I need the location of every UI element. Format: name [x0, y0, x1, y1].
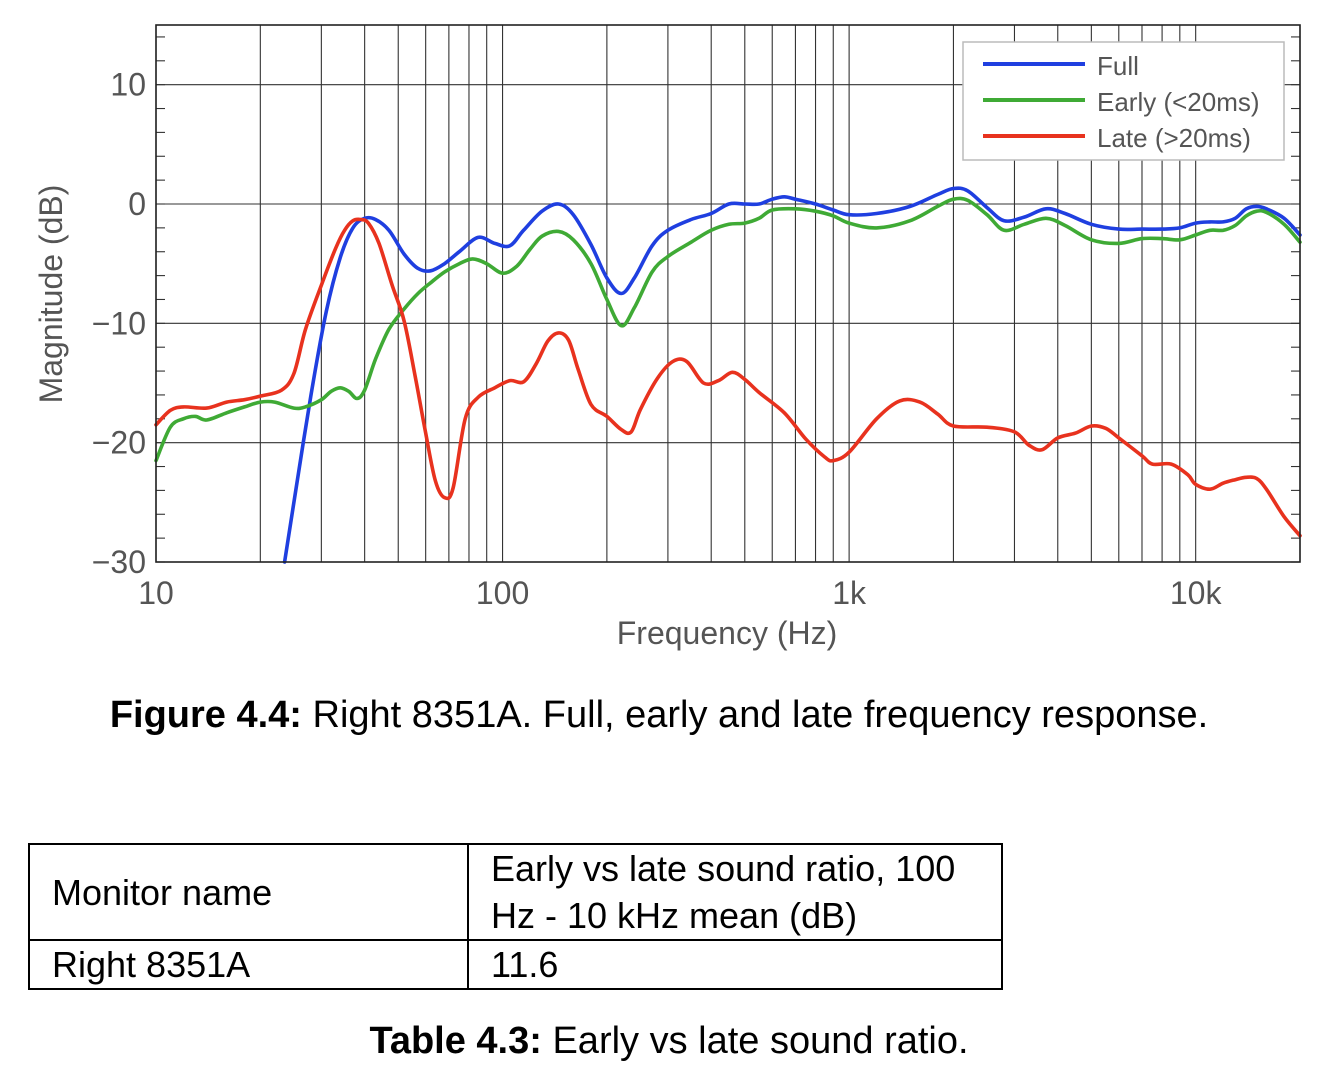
legend: Full Early (<20ms) Late (>20ms): [962, 41, 1285, 161]
series-lines: [154, 186, 1302, 564]
figure-caption-label: Figure 4.4:: [109, 694, 302, 736]
x-tick-label: 10k: [1170, 575, 1223, 611]
table-cell: Right 8351A: [28, 939, 469, 990]
series-line-late: [154, 217, 1302, 538]
y-tick-label: −10: [92, 305, 146, 341]
y-tick-label: 0: [128, 186, 146, 222]
table-header-cell: Early vs late sound ratio, 100 Hz - 10 k…: [467, 843, 1003, 941]
legend-label-full: Full: [1097, 51, 1139, 81]
table-cell: 11.6: [467, 939, 1003, 990]
grid-lines: [155, 25, 1301, 563]
y-tick-label: 10: [110, 67, 146, 103]
table-caption: Table 4.3: Early vs late sound ratio.: [0, 1020, 1318, 1063]
table-header-row: Monitor name Early vs late sound ratio, …: [28, 843, 1003, 941]
ratio-table: Monitor name Early vs late sound ratio, …: [28, 843, 1003, 990]
table-row: Right 8351A 11.6: [28, 939, 1003, 990]
x-tick-label: 100: [476, 575, 529, 611]
y-tick-label: −30: [92, 544, 146, 580]
figure-caption-text: Right 8351A. Full, early and late freque…: [301, 694, 1209, 736]
plot-frame: [155, 24, 1301, 563]
y-tick-label: −20: [92, 425, 146, 461]
figure-caption: Figure 4.4: Right 8351A. Full, early and…: [0, 694, 1318, 737]
series-line-early: [154, 196, 1302, 463]
table-header-cell: Monitor name: [28, 843, 469, 941]
y-axis-label: Magnitude (dB): [33, 185, 69, 404]
series-line-full: [282, 186, 1302, 564]
x-tick-label: 10: [138, 575, 174, 611]
table-caption-text: Early vs late sound ratio.: [541, 1020, 969, 1062]
legend-label-late: Late (>20ms): [1097, 123, 1251, 153]
x-tick-label: 1k: [832, 575, 867, 611]
table-caption-label: Table 4.3:: [369, 1020, 542, 1062]
legend-label-early: Early (<20ms): [1097, 87, 1260, 117]
x-axis-label: Frequency (Hz): [617, 615, 838, 651]
